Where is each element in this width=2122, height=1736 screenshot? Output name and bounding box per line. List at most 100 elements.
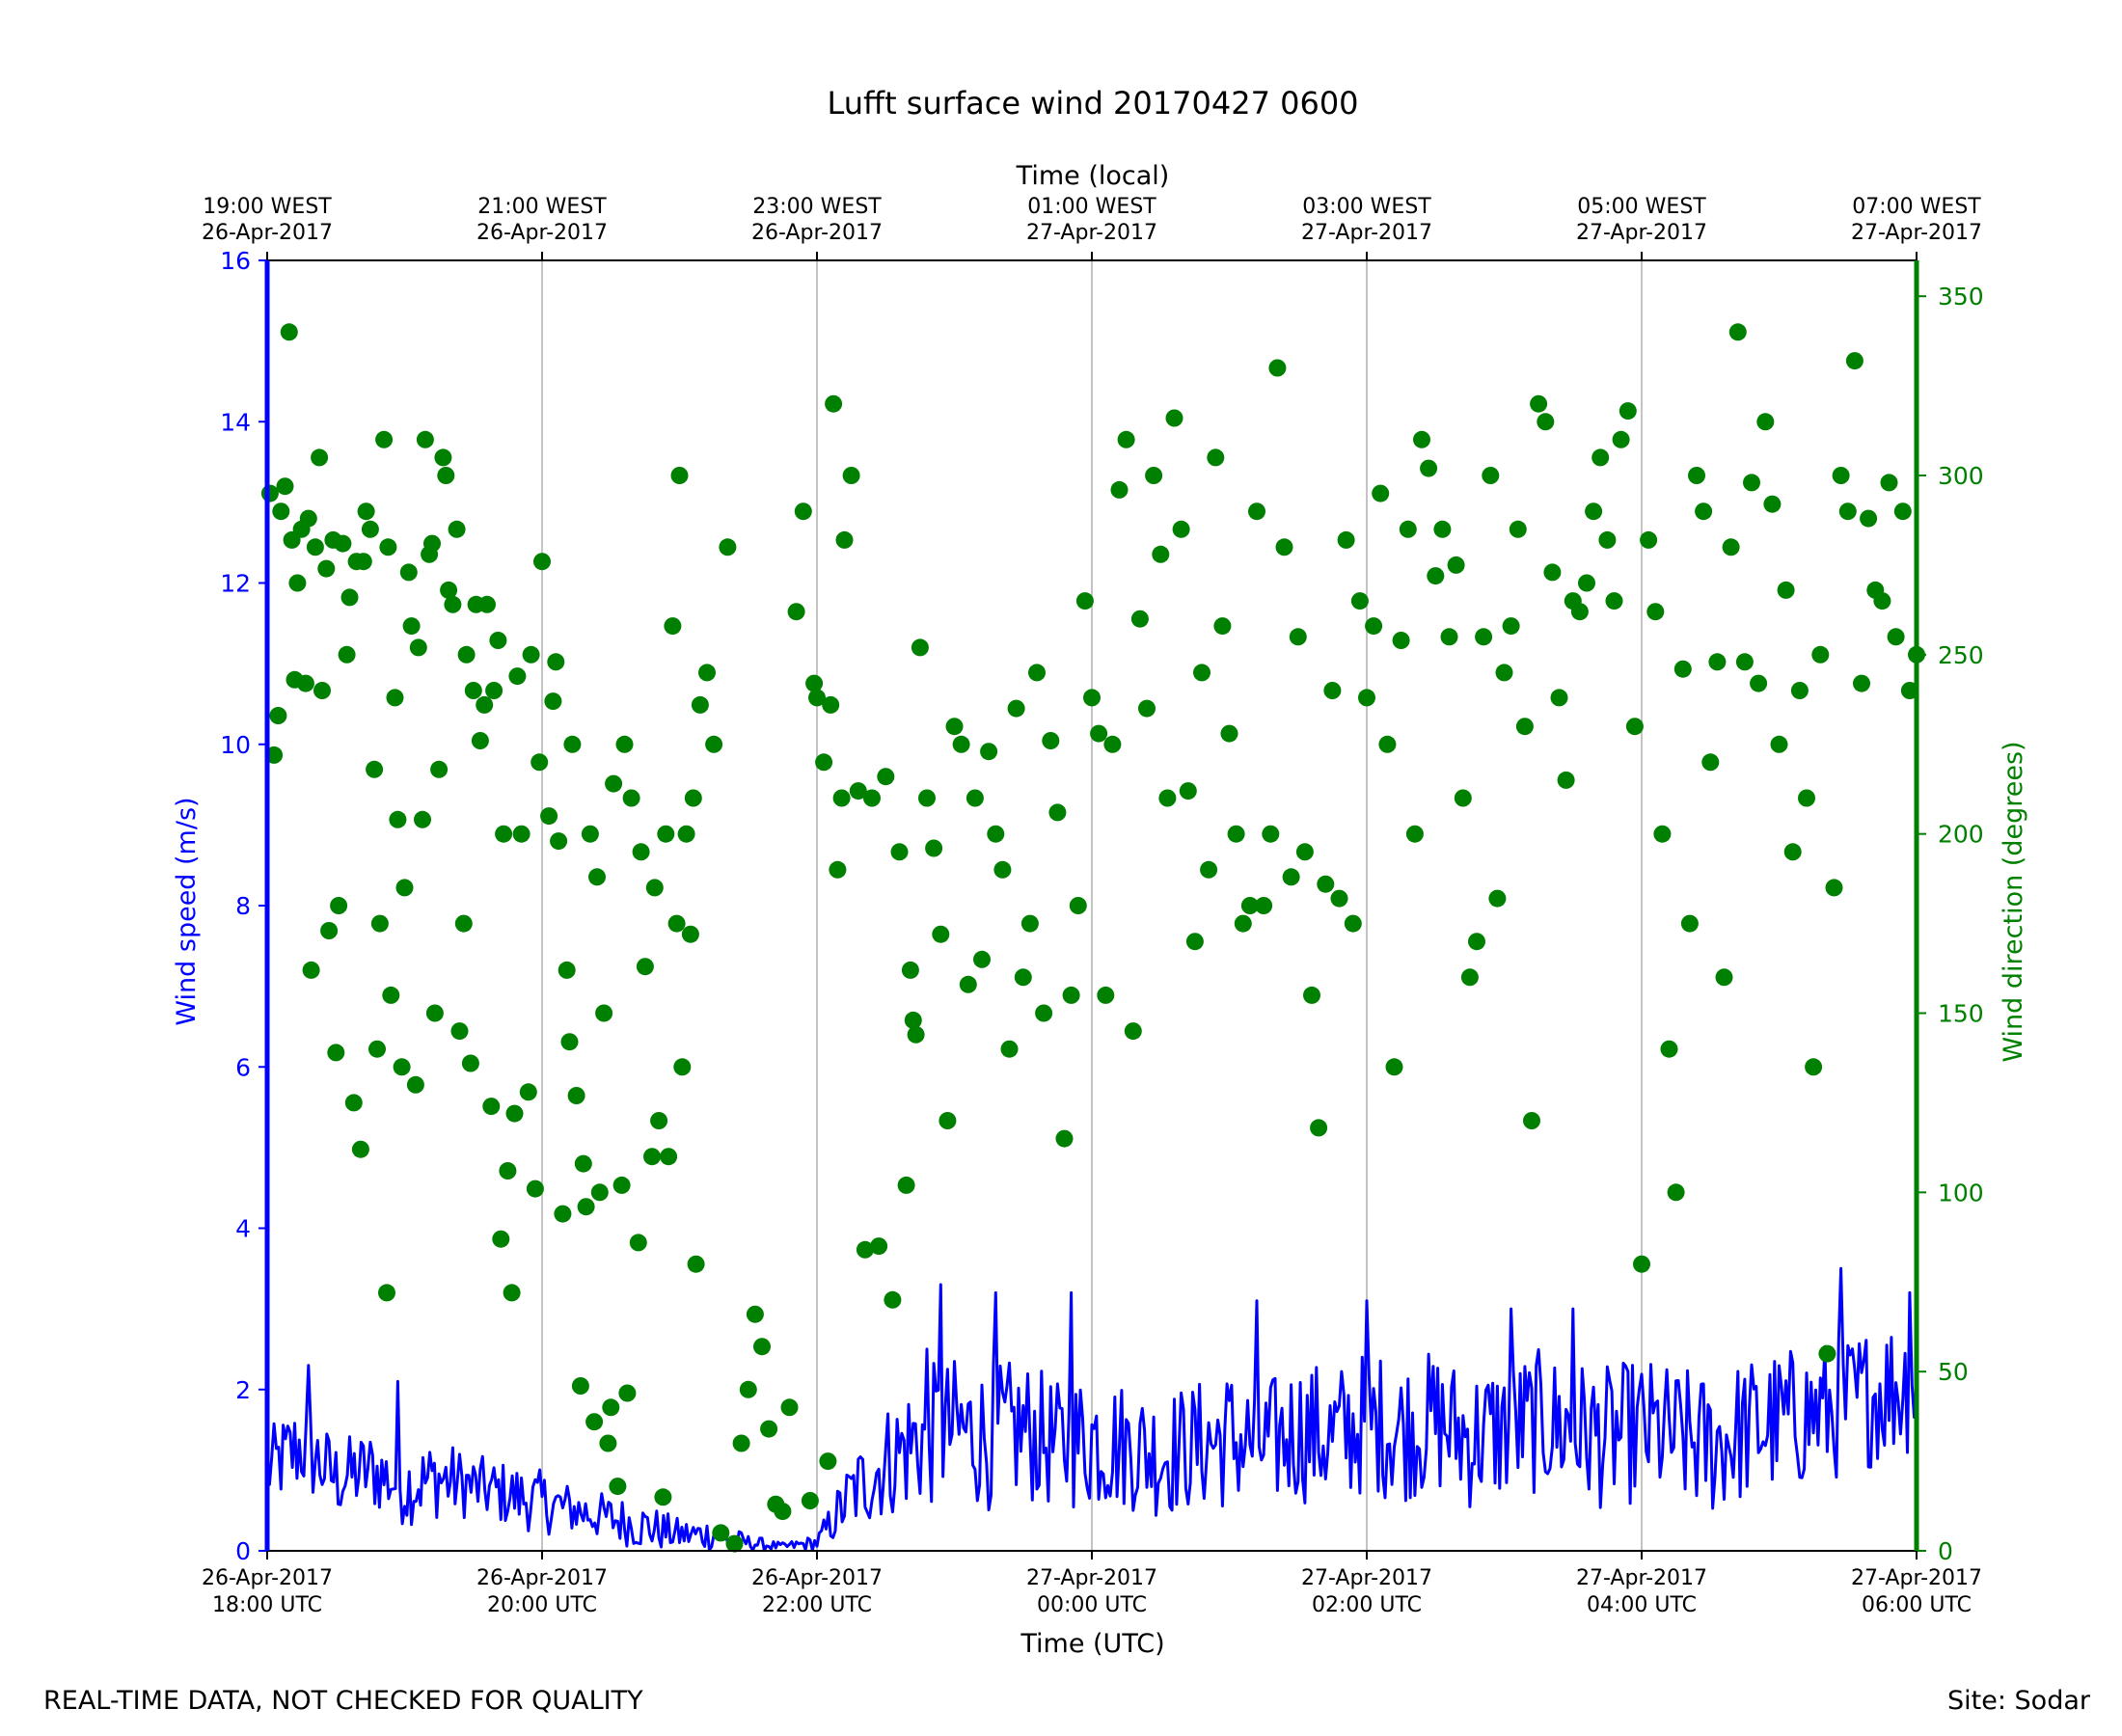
wind-direction-point <box>1625 718 1644 736</box>
wind-direction-point <box>361 520 379 538</box>
wind-direction-point <box>503 1284 521 1302</box>
wind-direction-point <box>1103 735 1122 753</box>
wind-direction-point <box>389 810 407 828</box>
wind-direction-point <box>1482 467 1500 484</box>
wind-direction-point <box>705 735 723 753</box>
wind-direction-point <box>1282 868 1300 886</box>
wind-direction-point <box>406 1075 424 1094</box>
bottom-tick-time: 02:00 UTC <box>1312 1593 1422 1617</box>
wind-direction-point <box>1592 448 1610 467</box>
wind-direction-point <box>618 1384 637 1402</box>
wind-direction-point <box>805 674 824 692</box>
bottom-tick-time: 18:00 UTC <box>212 1593 322 1617</box>
wind-direction-point <box>780 1398 799 1417</box>
bottom-tick-time: 04:00 UTC <box>1587 1593 1697 1617</box>
wind-direction-point <box>1130 610 1149 628</box>
wind-direction-point <box>1083 689 1101 707</box>
wind-direction-point <box>719 538 737 556</box>
wind-direction-point <box>1207 448 1225 467</box>
top-tick-date: 26-Apr-2017 <box>476 221 608 245</box>
wind-direction-point <box>822 695 840 714</box>
wind-direction-point <box>1811 645 1830 664</box>
wind-direction-point <box>1805 1058 1823 1076</box>
wind-direction-point <box>1248 502 1265 521</box>
wind-direction-point <box>265 746 284 764</box>
wind-direction-point <box>1701 753 1720 772</box>
wind-direction-point <box>547 653 565 671</box>
wind-direction-point <box>320 922 339 939</box>
wind-direction-point <box>425 1004 444 1022</box>
wind-direction-point <box>530 753 549 772</box>
wind-direction-point <box>1695 502 1713 521</box>
wind-direction-point <box>1337 530 1355 549</box>
wind-direction-point <box>657 825 675 843</box>
wind-direction-point <box>815 753 833 772</box>
wind-direction-point <box>1722 538 1740 556</box>
wind-direction-point <box>1227 825 1245 843</box>
bottom-tick-date: 27-Apr-2017 <box>1851 1566 1982 1590</box>
wind-direction-point <box>430 760 449 778</box>
bottom-tick-date: 27-Apr-2017 <box>1301 1566 1432 1590</box>
wind-direction-point <box>1447 556 1465 574</box>
wind-direction-point <box>461 1054 479 1072</box>
wind-direction-point <box>952 735 970 753</box>
wind-direction-point <box>1240 897 1259 914</box>
wind-direction-point <box>1873 592 1891 610</box>
wind-direction-point <box>414 810 431 828</box>
wind-direction-point <box>1138 699 1156 718</box>
wind-direction-point <box>1213 617 1232 636</box>
wind-direction-point <box>1200 860 1218 879</box>
wind-direction-point <box>544 692 562 711</box>
wind-direction-point <box>434 448 452 467</box>
wind-direction-point <box>409 638 427 657</box>
wind-direction-point <box>1502 617 1520 636</box>
wind-direction-point <box>1405 825 1424 843</box>
wind-speed-line <box>265 1266 1918 1553</box>
wind-direction-point <box>571 1377 589 1395</box>
wind-direction-point <box>368 1040 386 1058</box>
wind-direction-point <box>588 868 606 886</box>
wind-direction-point <box>1323 682 1342 699</box>
wind-direction-point <box>849 782 867 800</box>
wind-direction-point <box>519 1083 537 1101</box>
wind-direction-point <box>574 1154 592 1173</box>
wind-direction-point <box>1310 1119 1328 1137</box>
left-tick-label: 8 <box>235 892 251 920</box>
wind-direction-point <box>344 1094 363 1112</box>
wind-direction-point <box>753 1338 771 1356</box>
bottom-tick-time: 20:00 UTC <box>487 1593 597 1617</box>
wind-direction-point <box>1756 413 1775 431</box>
wind-direction-point <box>1585 502 1603 521</box>
wind-direction-point <box>1509 520 1527 538</box>
top-tick-date: 27-Apr-2017 <box>1301 221 1432 245</box>
wind-direction-point <box>897 1176 915 1194</box>
left-tick-label: 0 <box>235 1537 251 1565</box>
wind-direction-point <box>1750 674 1768 692</box>
wind-direction-point <box>1557 771 1575 789</box>
bottom-tick-date: 26-Apr-2017 <box>202 1566 333 1590</box>
wind-direction-point <box>643 1148 661 1166</box>
wind-direction-point <box>863 789 881 807</box>
wind-direction-point <box>382 986 400 1004</box>
wind-direction-point <box>870 1237 888 1256</box>
top-tick-date: 26-Apr-2017 <box>751 221 883 245</box>
wind-direction-point <box>1179 782 1197 800</box>
wind-direction-point <box>272 502 290 521</box>
wind-direction-point <box>1523 1112 1540 1129</box>
wind-direction-point <box>787 603 805 621</box>
wind-direction-point <box>492 1230 510 1248</box>
wind-direction-point <box>351 1140 369 1158</box>
wind-direction-point <box>832 789 851 807</box>
wind-direction-point <box>1117 430 1135 448</box>
wind-direction-point <box>739 1380 757 1398</box>
wind-direction-point <box>567 1087 585 1104</box>
left-tick-label: 16 <box>220 247 251 275</box>
wind-direction-point <box>444 595 462 613</box>
wind-direction-point <box>1392 632 1410 649</box>
top-tick-time: 01:00 WEST <box>1027 195 1156 219</box>
wind-direction-point <box>725 1534 744 1553</box>
wind-direction-point <box>1454 789 1472 807</box>
wind-direction-point <box>925 839 943 857</box>
wind-direction-point <box>450 1022 469 1041</box>
wind-direction-point <box>890 843 909 861</box>
